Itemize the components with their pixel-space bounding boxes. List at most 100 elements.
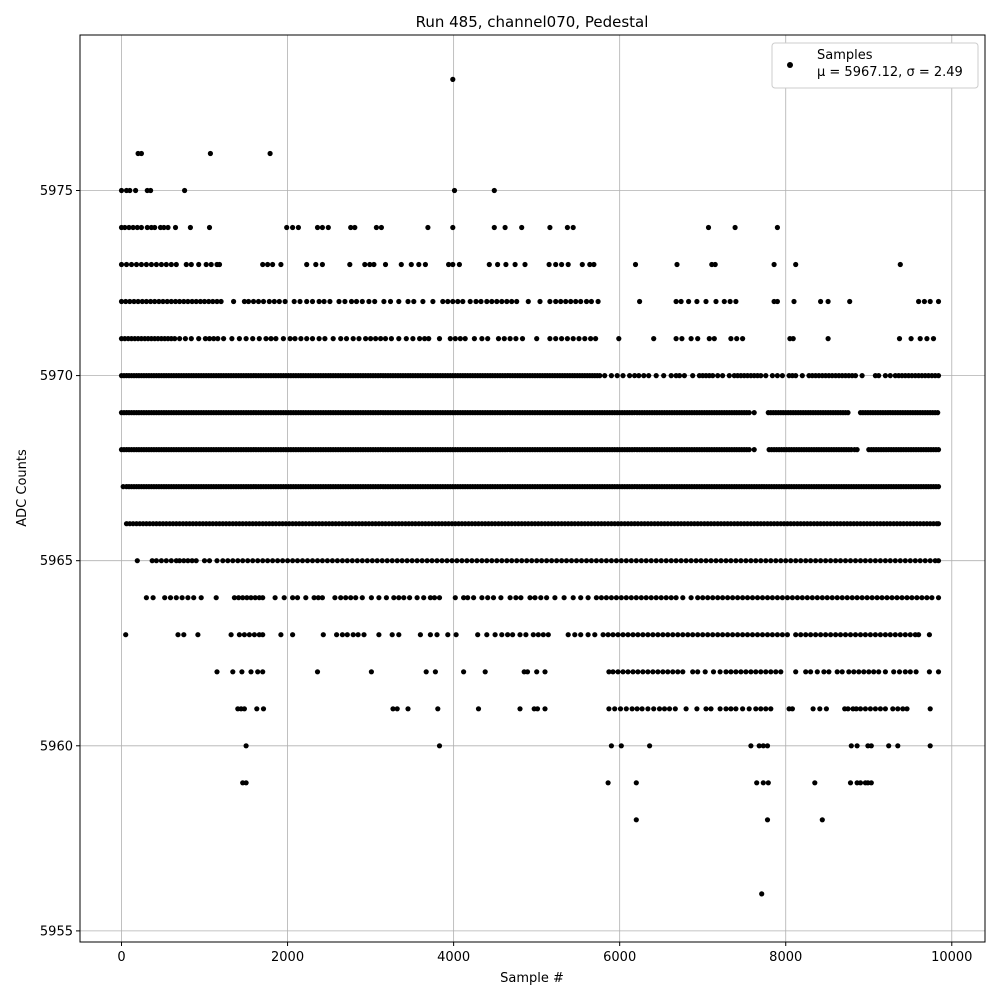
data-point [254, 706, 260, 712]
data-point [229, 336, 235, 342]
data-point [819, 595, 825, 601]
data-point [201, 298, 208, 305]
data-point [321, 298, 327, 305]
data-point [620, 373, 626, 379]
data-point [197, 298, 203, 305]
data-point [608, 595, 615, 601]
data-point [421, 595, 427, 601]
data-point [507, 595, 513, 601]
data-point [720, 595, 726, 601]
data-point [615, 669, 621, 675]
data-point [304, 298, 310, 305]
data-point [683, 706, 689, 712]
data-point [680, 595, 686, 601]
data-point [916, 632, 922, 638]
data-point [436, 595, 443, 601]
data-point [250, 558, 256, 564]
data-point [695, 632, 701, 638]
data-point [122, 224, 128, 231]
data-point [779, 373, 786, 379]
data-point [538, 595, 544, 601]
data-point [275, 558, 281, 564]
data-point [134, 224, 140, 231]
data-point [544, 558, 550, 564]
data-point [388, 336, 394, 342]
data-point [394, 706, 400, 712]
data-point [927, 743, 933, 749]
data-point [485, 336, 491, 342]
data-point [809, 595, 815, 601]
data-point [833, 558, 839, 564]
data-point [740, 595, 746, 601]
data-point [679, 336, 685, 342]
data-point [354, 558, 360, 564]
data-point [153, 261, 159, 268]
data-point [420, 298, 426, 305]
data-point [803, 632, 809, 638]
data-point [403, 336, 409, 342]
data-point [842, 632, 849, 638]
data-point [206, 558, 213, 564]
data-point [123, 298, 129, 305]
data-point [298, 336, 304, 342]
data-point [784, 595, 791, 601]
data-point [854, 743, 860, 749]
data-point [595, 298, 601, 305]
data-point [823, 632, 829, 638]
data-point [479, 595, 485, 601]
data-point [189, 298, 195, 305]
data-point [527, 595, 533, 601]
data-point [311, 595, 317, 601]
data-point [711, 336, 717, 342]
data-point [416, 261, 422, 268]
data-point [681, 373, 688, 379]
data-point [623, 706, 629, 712]
data-point [877, 632, 884, 638]
data-point [356, 336, 362, 342]
data-point [391, 595, 397, 601]
data-point [926, 669, 933, 675]
data-point [465, 595, 471, 601]
data-point [214, 298, 220, 305]
data-point [856, 669, 862, 675]
data-point [779, 632, 786, 638]
data-point [862, 706, 869, 712]
data-point [651, 706, 657, 712]
data-point [537, 298, 543, 305]
data-point [935, 298, 942, 305]
data-point [405, 298, 411, 305]
data-point [798, 558, 804, 564]
data-point [638, 558, 644, 564]
data-point [935, 484, 942, 490]
data-point [251, 632, 257, 638]
data-point [252, 595, 258, 601]
data-point [924, 595, 930, 601]
data-point [324, 558, 330, 564]
data-point [935, 595, 942, 601]
data-point [164, 298, 170, 305]
data-point [645, 669, 651, 675]
data-point [182, 187, 188, 194]
data-point [882, 558, 889, 564]
data-point [241, 632, 247, 638]
data-point [452, 336, 458, 342]
data-point [459, 558, 465, 564]
data-point [263, 336, 269, 342]
data-point [570, 224, 576, 231]
data-point [861, 669, 867, 675]
data-point [746, 410, 752, 416]
data-point [643, 558, 649, 564]
data-point [250, 336, 256, 342]
data-point [563, 558, 570, 564]
data-point [690, 669, 696, 675]
data-point [733, 298, 739, 305]
data-point [143, 261, 149, 268]
data-point [509, 558, 515, 564]
data-point [399, 558, 405, 564]
chart-title: Run 485, channel070, Pedestal [416, 13, 649, 31]
data-point [768, 558, 774, 564]
data-point [867, 558, 874, 564]
data-point [817, 706, 823, 712]
data-point [661, 373, 667, 379]
data-point [935, 669, 942, 675]
